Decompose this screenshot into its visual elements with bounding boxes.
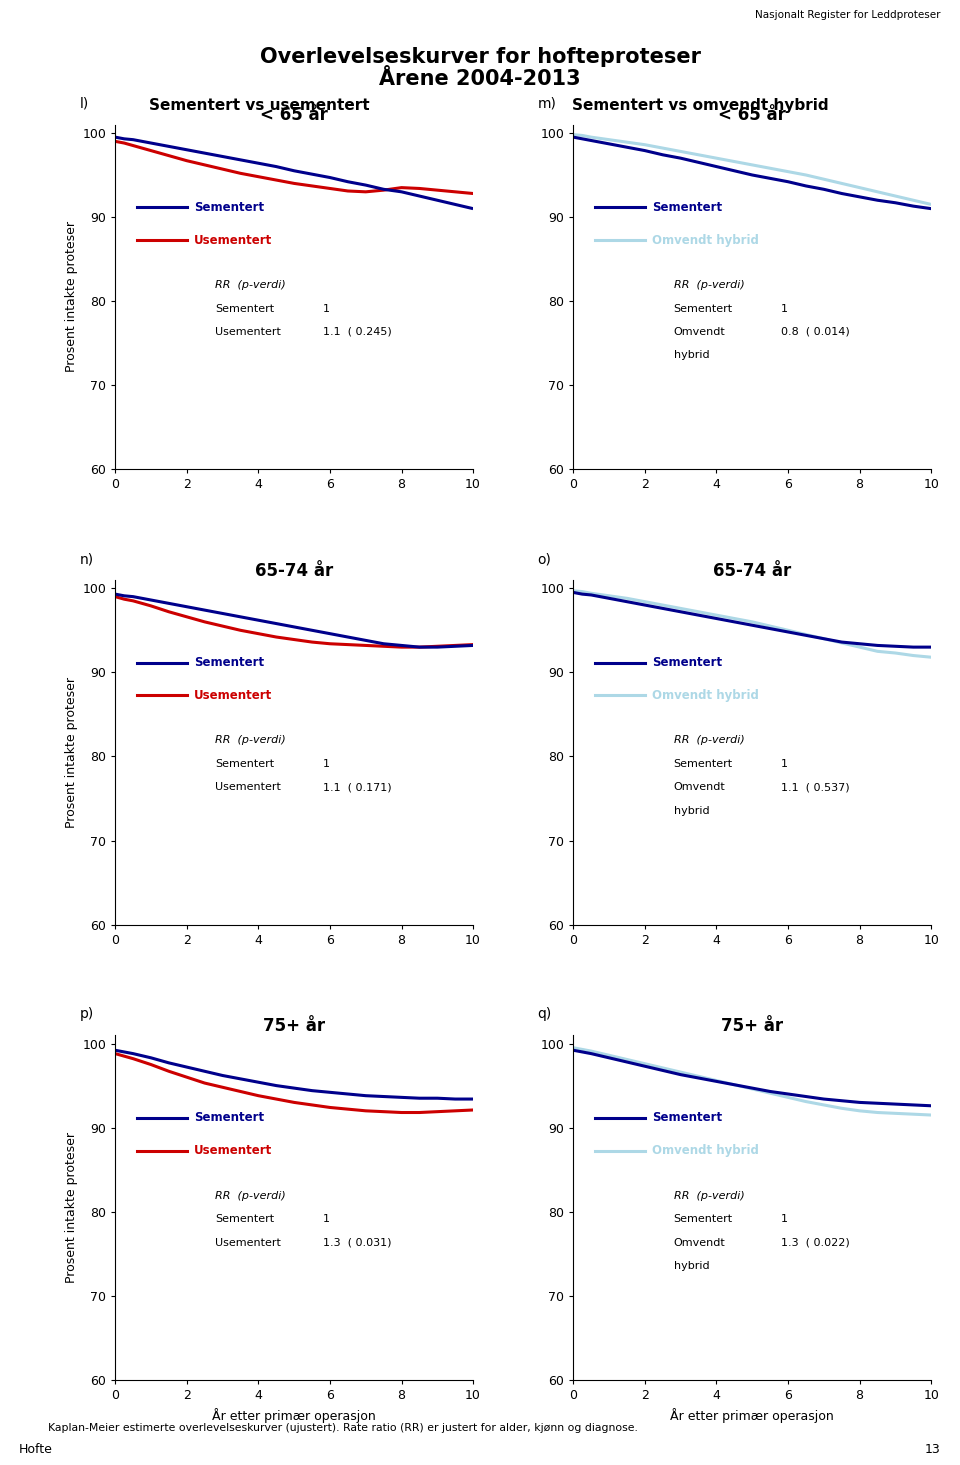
Text: 1.3  ( 0.022): 1.3 ( 0.022) [780,1238,850,1248]
X-axis label: År etter primær operasjon: År etter primær operasjon [212,1408,376,1423]
Text: Sementert: Sementert [652,201,722,214]
Text: RR  (p-verdi): RR (p-verdi) [215,735,286,746]
Text: 1: 1 [780,759,788,769]
Text: m): m) [538,97,557,111]
Text: Sementert: Sementert [674,303,732,314]
Text: RR  (p-verdi): RR (p-verdi) [674,1191,744,1201]
Text: RR  (p-verdi): RR (p-verdi) [674,280,744,290]
Title: < 65 år: < 65 år [260,107,328,125]
Text: RR  (p-verdi): RR (p-verdi) [215,280,286,290]
Text: Nasjonalt Register for Leddproteser: Nasjonalt Register for Leddproteser [756,10,941,21]
Text: hybrid: hybrid [674,1261,709,1272]
Text: hybrid: hybrid [674,806,709,816]
Text: Sementert vs omvendt hybrid: Sementert vs omvendt hybrid [572,98,829,113]
Y-axis label: Prosent intakte proteser: Prosent intakte proteser [65,221,78,372]
Y-axis label: Prosent intakte proteser: Prosent intakte proteser [65,677,78,828]
Text: Usementert: Usementert [194,1144,273,1157]
Text: n): n) [80,552,93,565]
Y-axis label: Prosent intakte proteser: Prosent intakte proteser [65,1132,78,1283]
Title: 65-74 år: 65-74 år [255,561,333,580]
Text: Omvendt: Omvendt [674,1238,725,1248]
Text: Omvendt hybrid: Omvendt hybrid [652,689,759,702]
Text: Sementert: Sementert [215,303,275,314]
Text: 1: 1 [323,1214,330,1225]
Title: 75+ år: 75+ år [263,1017,325,1034]
Text: Sementert: Sementert [194,201,264,214]
Text: Omvendt: Omvendt [674,327,725,337]
Text: Sementert: Sementert [194,656,264,670]
Text: Hofte: Hofte [19,1443,53,1456]
Text: Sementert: Sementert [194,1112,264,1125]
Text: Sementert: Sementert [652,656,722,670]
Text: 1.1  ( 0.537): 1.1 ( 0.537) [780,782,850,793]
Text: 1.1  ( 0.245): 1.1 ( 0.245) [323,327,392,337]
Text: 1.3  ( 0.031): 1.3 ( 0.031) [323,1238,392,1248]
Text: Sementert vs usementert: Sementert vs usementert [149,98,370,113]
Text: Sementert: Sementert [674,1214,732,1225]
X-axis label: År etter primær operasjon: År etter primær operasjon [670,1408,834,1423]
Title: 65-74 år: 65-74 år [713,561,791,580]
Text: Usementert: Usementert [215,1238,281,1248]
Text: o): o) [538,552,551,565]
Text: 1: 1 [323,759,330,769]
Text: RR  (p-verdi): RR (p-verdi) [215,1191,286,1201]
Text: 1: 1 [780,1214,788,1225]
Text: 1.1  ( 0.171): 1.1 ( 0.171) [323,782,392,793]
Text: Omvendt hybrid: Omvendt hybrid [652,233,759,246]
Text: hybrid: hybrid [674,350,709,360]
Text: Overlevelseskurver for hofteproteser: Overlevelseskurver for hofteproteser [259,47,701,67]
Text: Usementert: Usementert [215,327,281,337]
Text: Kaplan-Meier estimerte overlevelseskurver (ujustert). Rate ratio (RR) er justert: Kaplan-Meier estimerte overlevelseskurve… [48,1423,637,1433]
Text: Sementert: Sementert [215,759,275,769]
Text: 13: 13 [925,1443,941,1456]
Text: Usementert: Usementert [215,782,281,793]
Text: l): l) [80,97,88,111]
Title: < 65 år: < 65 år [718,107,786,125]
Text: RR  (p-verdi): RR (p-verdi) [674,735,744,746]
Text: Omvendt hybrid: Omvendt hybrid [652,1144,759,1157]
Title: 75+ år: 75+ år [721,1017,783,1034]
Text: Sementert: Sementert [674,759,732,769]
Text: Sementert: Sementert [215,1214,275,1225]
Text: q): q) [538,1008,552,1021]
Text: Omvendt: Omvendt [674,782,725,793]
Text: Usementert: Usementert [194,689,273,702]
Text: Usementert: Usementert [194,233,273,246]
Text: 1: 1 [323,303,330,314]
Text: p): p) [80,1008,94,1021]
Text: Årene 2004-2013: Årene 2004-2013 [379,69,581,89]
Text: 0.8  ( 0.014): 0.8 ( 0.014) [780,327,850,337]
Text: 1: 1 [780,303,788,314]
Text: Sementert: Sementert [652,1112,722,1125]
